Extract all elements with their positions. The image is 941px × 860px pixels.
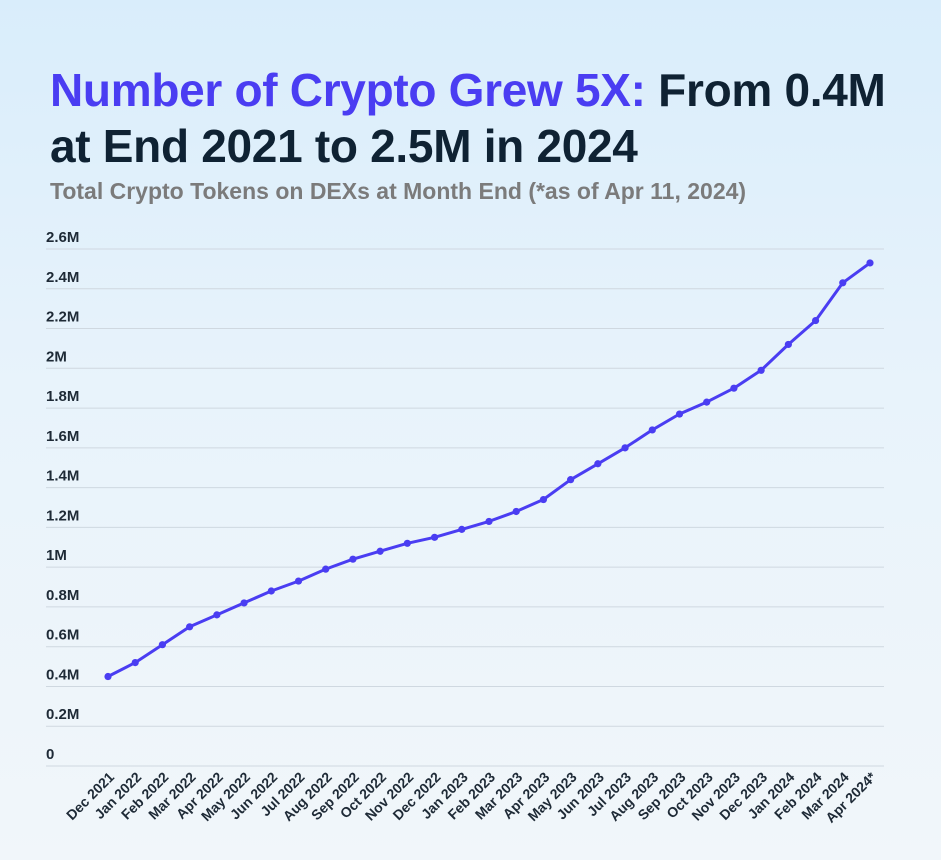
data-point — [866, 259, 874, 267]
data-point — [213, 611, 221, 619]
chart-title-rest: From 0.4M at End 2021 to 2.5M in 2024 — [50, 64, 886, 172]
data-point — [675, 410, 684, 418]
y-tick-label: 1.2M — [46, 507, 79, 524]
data-point — [594, 460, 602, 468]
series-layer — [104, 259, 874, 681]
data-point — [186, 623, 194, 631]
data-point — [376, 547, 384, 555]
data-point — [730, 384, 738, 392]
series-line — [106, 261, 872, 678]
data-point — [403, 539, 411, 547]
y-tick-label: 0.2M — [46, 706, 79, 723]
data-point — [267, 587, 275, 595]
data-point — [294, 577, 303, 585]
data-point — [458, 525, 466, 533]
y-tick-label: 2.6M — [46, 229, 79, 246]
data-point — [757, 366, 765, 374]
data-point — [158, 641, 167, 649]
y-tick-label: 2.4M — [46, 269, 79, 286]
y-tick-label: 0.8M — [46, 587, 79, 604]
data-point — [703, 398, 711, 406]
y-axis-tick-labels: 0 0.2M 0.4M 0.6M 0.8M 1M 1.2M 1.4M 1.6M 1.8M 2M 2.2… — [46, 229, 79, 763]
data-point — [621, 444, 629, 452]
y-tick-label: 1.4M — [46, 468, 79, 485]
data-point — [430, 533, 439, 541]
data-point — [784, 340, 792, 349]
y-tick-label: 1M — [46, 547, 67, 564]
y-tick-label: 1.6M — [46, 428, 79, 445]
data-point — [512, 507, 520, 516]
data-point — [539, 495, 548, 504]
data-point — [485, 517, 493, 526]
chart-subtitle: Total Crypto Tokens on DEXs at Month End… — [50, 178, 747, 204]
data-point — [131, 659, 139, 667]
chart-title-accent: Number of Crypto Grew 5X: — [50, 64, 646, 116]
y-tick-label: 1.8M — [46, 388, 79, 405]
y-tick-label: 2M — [46, 348, 67, 365]
data-point — [240, 599, 248, 607]
y-tick-label: 0.6M — [46, 627, 79, 644]
data-point — [811, 316, 820, 325]
chart-title: Number of Crypto Grew 5X: From 0.4M at E… — [50, 62, 930, 174]
y-tick-label: 0 — [46, 746, 54, 763]
grid-lines — [46, 248, 884, 767]
y-tick-label: 2.2M — [46, 309, 79, 326]
data-point — [567, 476, 575, 484]
y-tick-label: 0.4M — [46, 666, 79, 683]
data-point — [349, 555, 357, 563]
data-point — [104, 672, 112, 681]
data-point — [322, 565, 330, 573]
data-point — [648, 426, 656, 434]
data-point — [839, 279, 847, 287]
